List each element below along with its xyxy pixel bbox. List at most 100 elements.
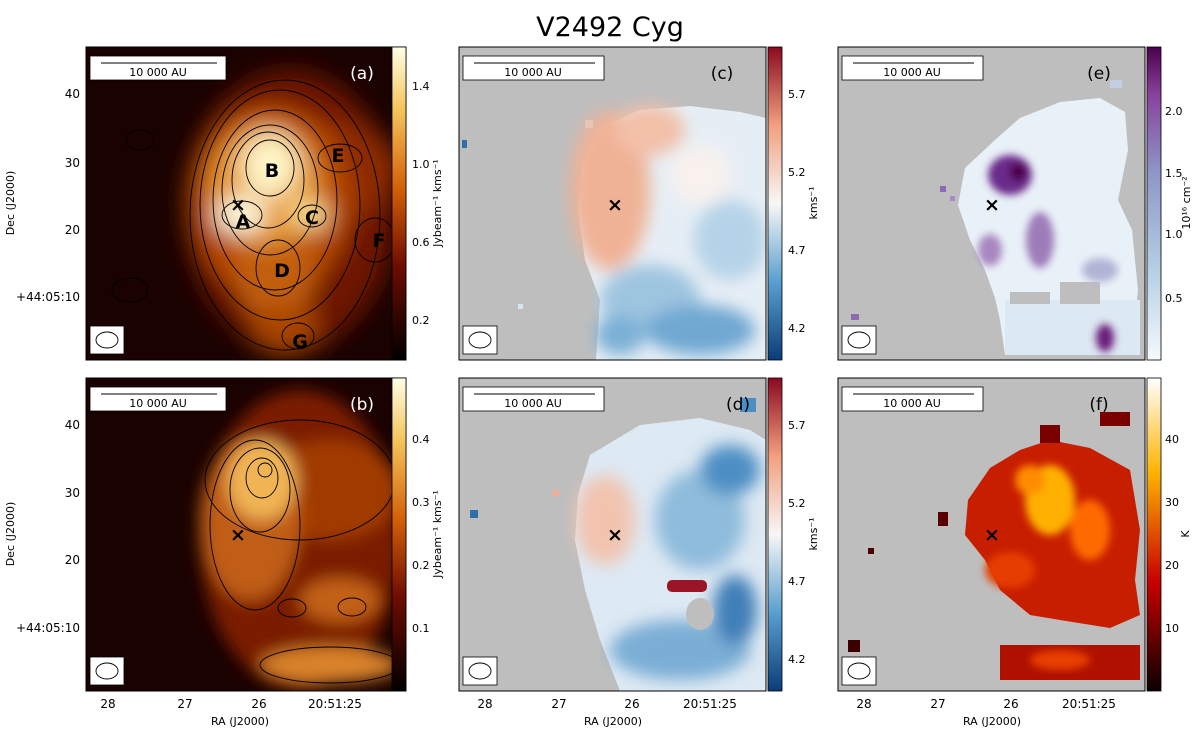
x-tick-f-3: 20:51:25 (1062, 697, 1116, 711)
cb-label-e: 10¹⁶ cm⁻² (1180, 176, 1193, 229)
panel-a: 10 000 AU (a) A B C D E F G × 40 30 20 +… (4, 46, 444, 361)
y-tick-a-3: +44:05:10 (16, 290, 80, 304)
x-tick-b-1: 27 (177, 697, 192, 711)
scale-bar-label-a: 10 000 AU (129, 66, 187, 79)
scale-bar-label-f: 10 000 AU (883, 397, 941, 410)
x-tick-d-1: 27 (551, 697, 566, 711)
cb-tick-a-3: 1.4 (412, 80, 430, 93)
cb-tick-d-0: 4.2 (788, 653, 806, 666)
y-axis-label-a: Dec (J2000) (4, 171, 17, 236)
cb-tick-a-1: 0.6 (412, 236, 430, 249)
cb-tick-b-1: 0.2 (412, 559, 430, 572)
cb-tick-f-0: 10 (1165, 622, 1179, 635)
source-marker-d: × (607, 524, 623, 546)
panel-f: 10 000 AU (f) × 28 27 26 20:51:25 RA (J2… (837, 377, 1192, 728)
beam-ellipse-f (847, 662, 871, 680)
cb-tick-c-0: 4.2 (788, 322, 806, 335)
clump-label-d: D (274, 260, 290, 282)
cb-tick-b-0: 0.1 (412, 622, 430, 635)
x-tick-f-1: 27 (930, 697, 945, 711)
cb-tick-c-2: 5.2 (788, 166, 806, 179)
cb-label-f: K (1179, 530, 1192, 538)
scale-bar-label-d: 10 000 AU (504, 397, 562, 410)
scale-bar-label-e: 10 000 AU (883, 66, 941, 79)
cb-label-a: Jybeam⁻¹ kms⁻¹ (431, 159, 444, 248)
source-marker-a: × (230, 194, 246, 216)
beam-ellipse-e (847, 331, 871, 349)
scale-bar-label-b: 10 000 AU (129, 397, 187, 410)
cb-tick-d-1: 4.7 (788, 575, 806, 588)
cb-label-b: Jybeam⁻¹ kms⁻¹ (431, 490, 444, 579)
y-tick-b-3: +44:05:10 (16, 621, 80, 635)
y-tick-a-1: 30 (65, 156, 80, 170)
colorbar-b (391, 377, 407, 692)
beam-ellipse-d (468, 662, 492, 680)
panel-d: 10 000 AU (d) × 28 27 26 20:51:25 RA (J2… (458, 377, 820, 728)
cb-tick-d-2: 5.2 (788, 497, 806, 510)
x-tick-f-0: 28 (856, 697, 871, 711)
x-tick-f-2: 26 (1003, 697, 1018, 711)
figure-title: V2492 Cyg (536, 12, 684, 43)
cb-tick-e-3: 2.0 (1165, 105, 1183, 118)
x-axis-label-b: RA (J2000) (211, 715, 269, 728)
cb-tick-f-1: 20 (1165, 559, 1179, 572)
source-marker-c: × (607, 194, 623, 216)
cb-tick-a-2: 1.0 (412, 158, 430, 171)
y-tick-b-1: 30 (65, 486, 80, 500)
cb-tick-c-3: 5.7 (788, 88, 806, 101)
beam-ellipse-c (468, 331, 492, 349)
source-marker-b: × (230, 524, 246, 546)
cb-label-d: kms⁻¹ (807, 517, 820, 550)
clump-label-g: G (292, 331, 308, 353)
clump-label-e: E (332, 145, 345, 167)
colorbar-d (767, 377, 783, 692)
x-tick-b-2: 26 (251, 697, 266, 711)
cb-tick-a-0: 0.2 (412, 314, 430, 327)
cb-tick-f-3: 40 (1165, 433, 1179, 446)
y-axis-label-b: Dec (J2000) (4, 502, 17, 567)
panel-b: 10 000 AU (b) × 40 30 20 +44:05:10 Dec (… (4, 377, 444, 728)
panel-label-a: (a) (350, 64, 374, 84)
clump-label-b: B (265, 160, 279, 182)
beam-ellipse-b (95, 662, 119, 680)
panel-label-b: (b) (350, 395, 374, 415)
clump-label-f: F (373, 230, 386, 252)
x-tick-d-3: 20:51:25 (683, 697, 737, 711)
contours-a (111, 79, 396, 351)
x-tick-d-0: 28 (477, 697, 492, 711)
x-tick-b-0: 28 (100, 697, 115, 711)
colorbar-a (391, 46, 407, 361)
cb-tick-e-2: 1.5 (1165, 167, 1183, 180)
panel-label-f: (f) (1089, 395, 1108, 415)
colorbar-c (767, 46, 783, 361)
scale-bar-label-c: 10 000 AU (504, 66, 562, 79)
x-axis-label-d: RA (J2000) (584, 715, 642, 728)
x-axis-label-f: RA (J2000) (963, 715, 1021, 728)
y-tick-b-0: 40 (65, 418, 80, 432)
cb-tick-e-0: 0.5 (1165, 292, 1183, 305)
source-marker-f: × (984, 524, 1000, 546)
panel-label-e: (e) (1087, 64, 1111, 84)
redshift-blob-d (667, 580, 707, 592)
colorbar-f (1146, 377, 1162, 692)
y-tick-b-2: 20 (65, 553, 80, 567)
cb-label-c: kms⁻¹ (807, 186, 820, 219)
clump-label-a: A (236, 211, 251, 233)
x-tick-d-2: 26 (624, 697, 639, 711)
panel-label-d: (d) (726, 395, 750, 415)
source-marker-e: × (984, 194, 1000, 216)
panel-c: 10 000 AU (c) × 4.2 4.7 5.2 5.7 kms⁻¹ (458, 46, 820, 361)
panel-label-c: (c) (711, 64, 734, 84)
cb-tick-c-1: 4.7 (788, 244, 806, 257)
y-tick-a-2: 20 (65, 223, 80, 237)
colorbar-e (1146, 46, 1162, 361)
panel-e: 10 000 AU (e) × 0.5 1.0 1.5 2.0 10¹⁶ cm⁻… (837, 46, 1193, 361)
cb-tick-b-3: 0.4 (412, 433, 430, 446)
beam-ellipse-a (95, 331, 119, 349)
cb-tick-b-2: 0.3 (412, 496, 430, 509)
cb-tick-e-1: 1.0 (1165, 228, 1183, 241)
cb-tick-f-2: 30 (1165, 496, 1179, 509)
cb-tick-d-3: 5.7 (788, 419, 806, 432)
clump-label-c: C (305, 207, 319, 229)
